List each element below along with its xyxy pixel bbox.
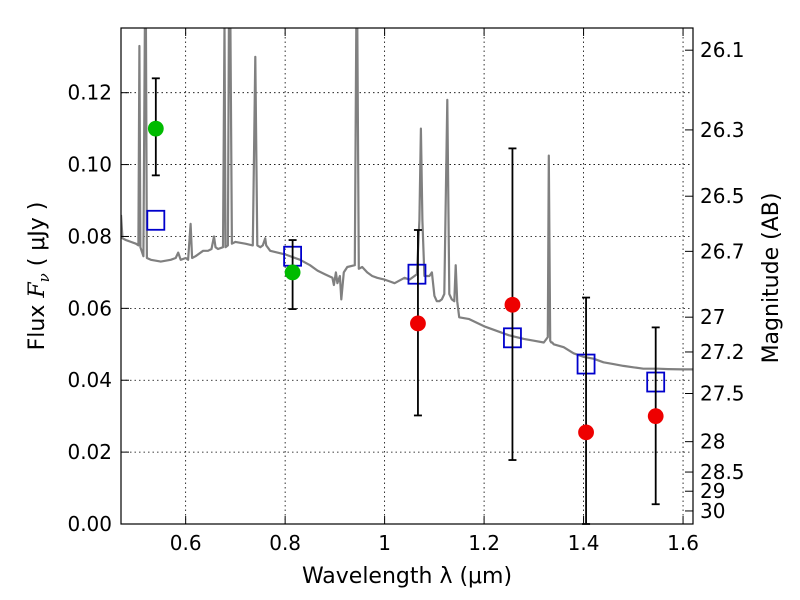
magnitude-tick-label: 26.3 xyxy=(700,118,745,142)
tick-marks xyxy=(121,28,693,525)
y-tick-label: 0.06 xyxy=(67,296,112,320)
y-tick-label: 0.00 xyxy=(67,512,112,536)
marker-layer xyxy=(146,77,666,525)
magnitude-tick-label: 26.7 xyxy=(700,239,745,263)
upper-limit-point xyxy=(410,315,426,332)
model-photometry-square xyxy=(407,263,427,285)
magnitude-tick-label: 27.5 xyxy=(700,382,745,406)
x-tick-label: 0.8 xyxy=(269,531,301,555)
plot-frame xyxy=(120,27,694,525)
y-tick-labels: 0.00 0.02 0.04 0.06 0.08 0.10 0.12 xyxy=(67,81,112,536)
x-tick-label: 0.6 xyxy=(170,531,202,555)
y-tick-label: 0.02 xyxy=(67,440,112,464)
y-tick-label: 0.10 xyxy=(67,153,112,177)
magnitude-tick-label: 27.2 xyxy=(700,340,745,364)
y-tick-label: 0.12 xyxy=(67,81,112,105)
plot-area xyxy=(121,28,693,524)
x-tick-label: 1.2 xyxy=(468,531,500,555)
model-sed-line xyxy=(121,28,693,371)
magnitude-tick-label: 26.1 xyxy=(700,38,745,62)
x-tick-label: 1 xyxy=(378,531,391,555)
y-tick-label: 0.08 xyxy=(67,224,112,248)
magnitude-tick-label: 29 xyxy=(700,479,725,503)
x-tick-labels: 0.6 0.8 1 1.2 1.4 1.6 xyxy=(170,531,699,555)
magnitude-tick-label: 28 xyxy=(700,430,725,454)
upper-limit-point xyxy=(578,424,594,441)
magnitude-tick-label: 26.5 xyxy=(700,184,745,208)
x-axis-title: Wavelength λ (μm) xyxy=(302,564,512,589)
detection-point xyxy=(284,264,301,281)
magnitude-tick-label: 28.5 xyxy=(700,460,745,484)
y-axis-title: Flux Fν ( μJy ) xyxy=(25,202,53,351)
detection-point xyxy=(147,120,164,137)
x-tick-label: 1.4 xyxy=(568,531,600,555)
y-tick-label: 0.04 xyxy=(67,368,112,392)
y2-axis-title: Magnitude (AB) xyxy=(759,193,784,364)
magnitude-tick-label: 27 xyxy=(700,305,725,329)
upper-limit-point xyxy=(504,296,521,313)
model-sed-layer xyxy=(121,28,693,371)
model-photometry-square xyxy=(146,209,166,231)
x-tick-label: 1.6 xyxy=(667,531,699,555)
magnitude-tick-label: 30 xyxy=(700,499,725,523)
upper-limit-point xyxy=(647,408,664,425)
